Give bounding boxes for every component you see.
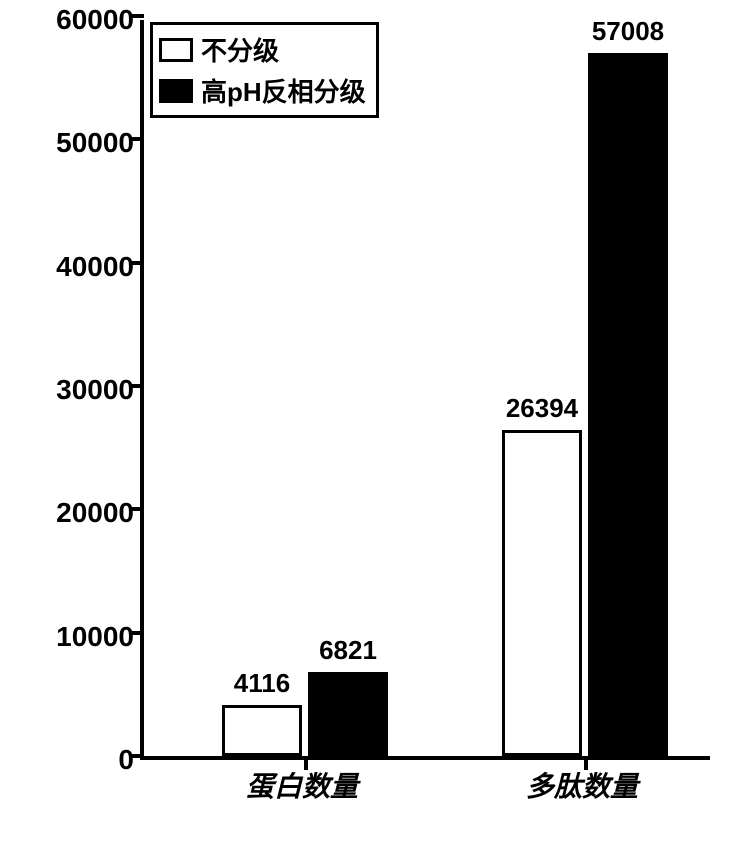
- x-axis-label: 多肽数量: [526, 765, 638, 805]
- y-axis-label: 40000: [56, 251, 134, 283]
- legend-swatch-unfractionated: [159, 38, 193, 62]
- legend-label: 不分级: [201, 31, 279, 68]
- y-axis-label: 20000: [56, 497, 134, 529]
- bar-value-label: 4116: [234, 668, 290, 699]
- x-axis-label: 蛋白数量: [246, 765, 358, 805]
- legend-item: 高pH反相分级: [159, 70, 366, 111]
- plot-area: 4116 6821 26394 57008: [140, 20, 710, 760]
- legend-swatch-highph: [159, 79, 193, 103]
- y-axis-label: 0: [118, 744, 134, 776]
- y-axis-label: 10000: [56, 621, 134, 653]
- bar-chart: 4116 6821 26394 57008 0 10000 20000 3000…: [20, 10, 720, 830]
- bar-peptide-highph: [588, 53, 668, 756]
- legend-item: 不分级: [159, 29, 366, 70]
- bar-protein-unfractionated: [222, 705, 302, 756]
- bar-value-label: 57008: [592, 16, 664, 47]
- legend-label: 高pH反相分级: [201, 72, 366, 109]
- bar-protein-highph: [308, 672, 388, 756]
- bar-peptide-unfractionated: [502, 430, 582, 756]
- legend: 不分级 高pH反相分级: [150, 22, 379, 118]
- y-axis-label: 60000: [56, 4, 134, 36]
- y-axis-label: 30000: [56, 374, 134, 406]
- bar-value-label: 26394: [506, 393, 578, 424]
- bar-value-label: 6821: [319, 635, 377, 666]
- y-axis-label: 50000: [56, 127, 134, 159]
